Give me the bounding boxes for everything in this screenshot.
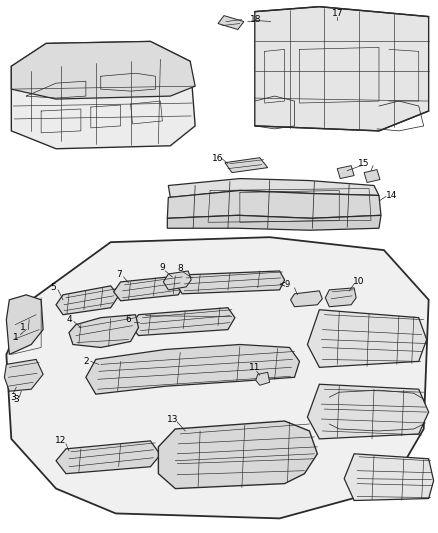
Text: 12: 12: [55, 437, 67, 446]
Polygon shape: [337, 166, 354, 179]
Polygon shape: [218, 15, 244, 29]
Text: 1: 1: [14, 333, 19, 342]
Text: 6: 6: [126, 315, 131, 324]
Polygon shape: [307, 310, 427, 367]
Polygon shape: [255, 6, 429, 131]
Text: 7: 7: [116, 270, 121, 279]
Polygon shape: [168, 179, 379, 197]
Polygon shape: [167, 215, 381, 230]
Text: 10: 10: [353, 277, 365, 286]
Polygon shape: [69, 314, 138, 348]
Polygon shape: [11, 42, 195, 99]
Text: 3: 3: [14, 394, 19, 403]
Text: 9: 9: [159, 263, 165, 272]
Polygon shape: [86, 344, 300, 394]
Polygon shape: [7, 237, 429, 519]
Text: 16: 16: [212, 154, 224, 163]
Text: 17: 17: [332, 9, 343, 18]
Polygon shape: [114, 276, 184, 301]
Text: 4: 4: [66, 315, 72, 324]
Polygon shape: [4, 359, 43, 391]
Text: <9: <9: [279, 280, 291, 289]
Polygon shape: [167, 190, 381, 219]
Polygon shape: [225, 158, 268, 173]
Polygon shape: [325, 288, 356, 307]
Text: 2: 2: [83, 357, 88, 366]
Polygon shape: [56, 441, 160, 474]
Polygon shape: [176, 271, 285, 294]
Polygon shape: [256, 373, 270, 385]
Text: 13: 13: [166, 415, 178, 424]
Polygon shape: [307, 384, 429, 439]
Text: 15: 15: [358, 159, 370, 168]
Text: 8: 8: [177, 264, 183, 273]
Text: 14: 14: [386, 191, 398, 200]
Text: 3: 3: [11, 393, 16, 402]
Polygon shape: [344, 454, 434, 500]
Polygon shape: [290, 291, 322, 307]
Text: 1: 1: [21, 323, 26, 332]
Polygon shape: [163, 271, 191, 290]
Text: 11: 11: [249, 363, 261, 372]
Polygon shape: [364, 169, 380, 182]
Text: 5: 5: [50, 284, 56, 293]
Polygon shape: [7, 295, 43, 354]
Polygon shape: [56, 286, 119, 314]
Polygon shape: [131, 308, 235, 336]
Polygon shape: [159, 421, 318, 489]
Polygon shape: [11, 42, 195, 149]
Text: 18: 18: [250, 15, 261, 24]
